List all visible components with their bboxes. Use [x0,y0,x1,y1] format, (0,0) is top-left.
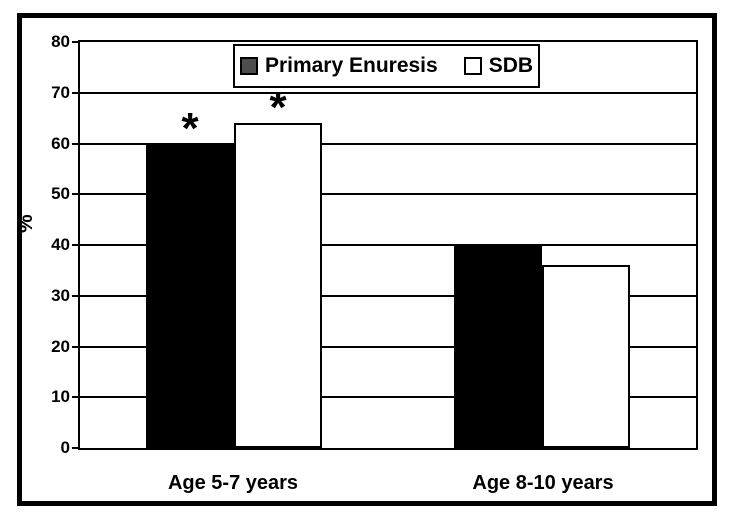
legend-swatch-icon [463,57,482,75]
y-tick-30 [72,294,78,297]
y-tick-label-80: 80 [51,32,70,51]
y-tick-label-10: 10 [51,387,70,407]
y-axis-title: % [14,214,37,233]
gridline-30 [80,294,696,297]
legend-item-sdb: SDB [463,54,534,78]
x-category-label-1: Age 8-10 years [472,472,614,494]
y-tick-20 [72,345,78,348]
legend-item-primary-enuresis: Primary Enuresis [239,54,438,78]
significance-asterisk: * [181,103,199,153]
legend-label: Primary Enuresis [264,54,438,77]
y-tick-label-0: 0 [60,438,70,457]
y-tick-label-40: 40 [51,235,70,254]
legend-label: SDB [488,54,534,77]
significance-asterisk: * [269,83,287,133]
y-tick-label-20: 20 [51,336,70,356]
bar-sdb-cat0 [234,123,322,448]
bar-sdb-cat1 [542,265,630,448]
y-tick-80 [72,41,78,43]
y-tick-label-70: 70 [51,82,70,102]
gridline-10 [80,396,696,399]
y-tick-50 [72,193,78,196]
y-tick-40 [72,244,78,246]
y-tick-60 [72,142,78,145]
y-tick-70 [72,91,78,94]
y-tick-10 [72,396,78,399]
y-tick-label-30: 30 [51,285,70,305]
gridline-20 [80,345,696,348]
y-tick-label-60: 60 [51,133,70,153]
legend-swatch-icon [239,57,258,75]
gridline-60 [80,142,696,145]
bar-primary-enuresis-cat0 [146,143,234,448]
legend: Primary Enuresis SDB [233,44,540,88]
bar-primary-enuresis-cat1 [454,245,542,448]
gridline-70 [80,91,696,94]
gridline-50 [80,193,696,196]
x-category-label-0: Age 5-7 years [167,472,299,494]
plot-area: * * [78,40,698,450]
y-tick-0 [72,447,78,449]
y-tick-label-50: 50 [51,184,70,204]
gridline-40 [80,244,696,246]
